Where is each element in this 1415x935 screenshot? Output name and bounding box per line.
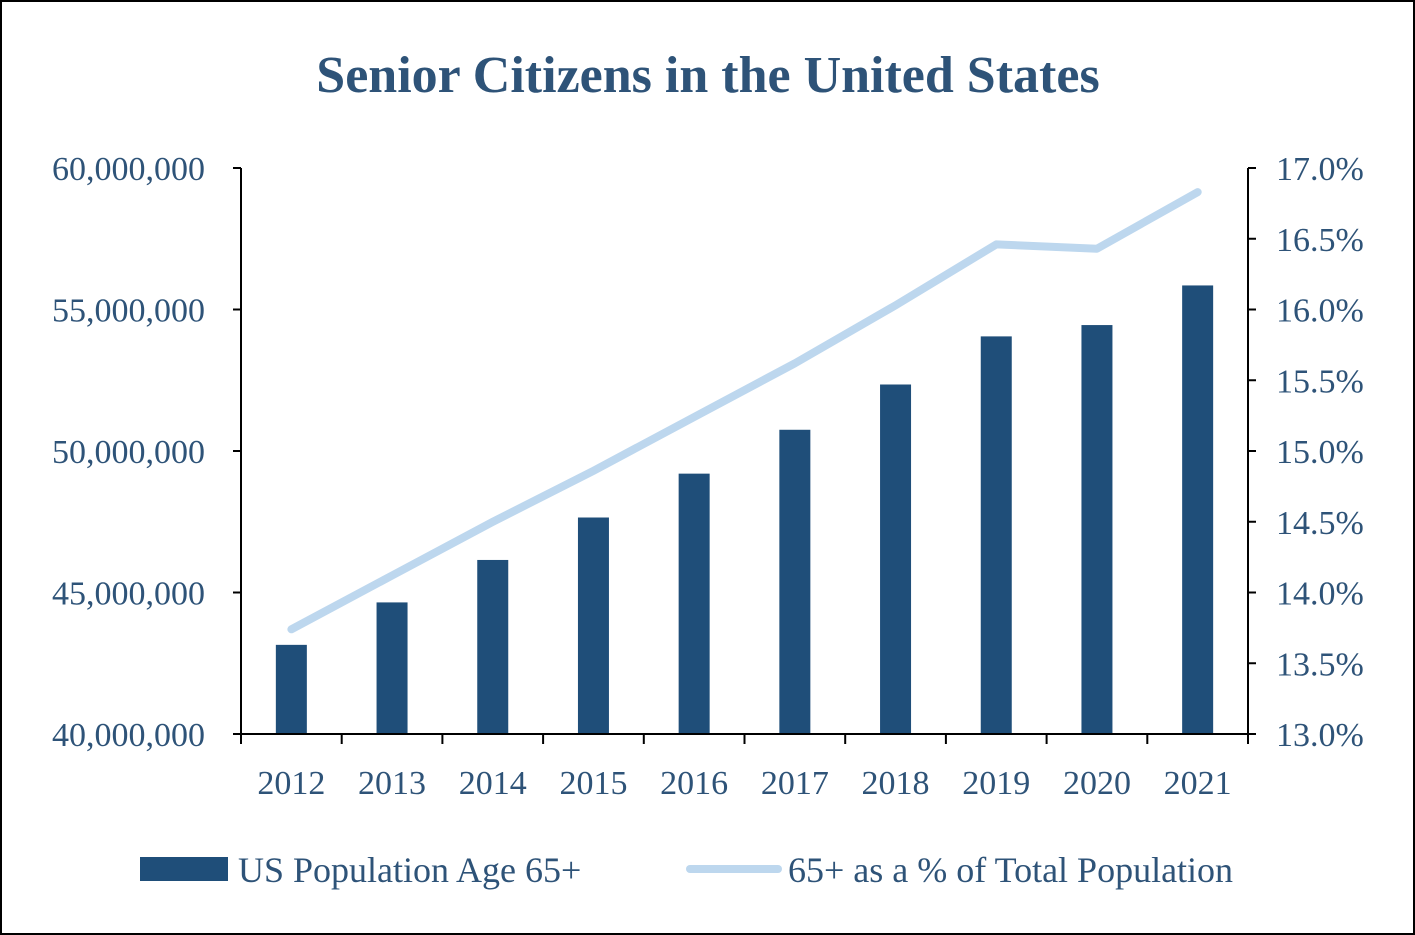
x-tick-label: 2013: [358, 765, 426, 802]
bar-2021: [1182, 285, 1214, 734]
bar-series: [275, 285, 1214, 734]
pct-line: [287, 188, 1202, 634]
bar-2012: [275, 644, 307, 734]
x-tick-label: 2014: [459, 765, 527, 802]
right-tick-label: 14.0%: [1276, 576, 1364, 613]
x-tick-label: 2018: [862, 765, 930, 802]
x-tick-label: 2016: [660, 765, 728, 802]
legend: US Population Age 65+ 65+ as a % of Tota…: [140, 850, 1233, 890]
right-tick-label: 14.5%: [1276, 505, 1364, 542]
bar-2013: [376, 602, 408, 734]
axes: [233, 167, 1256, 744]
bar-2016: [678, 473, 710, 734]
bar-2014: [477, 559, 509, 734]
left-tick-label: 55,000,000: [52, 293, 205, 330]
legend-label-bars: US Population Age 65+: [238, 850, 581, 890]
bar-2019: [980, 336, 1012, 734]
x-tick-label: 2020: [1063, 765, 1131, 802]
left-tick-label: 50,000,000: [52, 434, 205, 471]
right-axis-tick-labels: 13.0% 13.5% 14.0% 14.5% 15.0% 15.5% 16.0% 16.5%…: [1276, 151, 1364, 754]
x-tick-label: 2019: [962, 765, 1030, 802]
legend-label-line: 65+ as a % of Total Population: [788, 850, 1233, 890]
x-tick-label: 2012: [257, 765, 325, 802]
right-tick-label: 17.0%: [1276, 151, 1364, 188]
x-axis-tick-labels: 2012 2013 2014 2015 2016 2017 2018 2019 2020 2021: [257, 765, 1231, 802]
bar-2017: [779, 429, 811, 734]
x-tick-label: 2015: [559, 765, 627, 802]
right-tick-label: 16.0%: [1276, 293, 1364, 330]
bar-2015: [577, 517, 609, 734]
line-series: [287, 188, 1202, 634]
chart-title: Senior Citizens in the United States: [316, 47, 1099, 104]
right-tick-label: 16.5%: [1276, 222, 1364, 259]
bar-2020: [1081, 325, 1113, 734]
left-tick-label: 40,000,000: [52, 717, 205, 754]
right-tick-label: 13.5%: [1276, 646, 1364, 683]
left-tick-label: 45,000,000: [52, 576, 205, 613]
right-tick-label: 15.5%: [1276, 363, 1364, 400]
legend-bar-swatch: [140, 857, 228, 881]
x-tick-label: 2017: [761, 765, 829, 802]
left-axis-tick-labels: 40,000,000 45,000,000 50,000,000 55,000,000…: [52, 151, 205, 754]
bar-2018: [880, 384, 912, 734]
left-tick-label: 60,000,000: [52, 151, 205, 188]
right-tick-label: 13.0%: [1276, 717, 1364, 754]
x-tick-label: 2021: [1164, 765, 1232, 802]
right-tick-label: 15.0%: [1276, 434, 1364, 471]
